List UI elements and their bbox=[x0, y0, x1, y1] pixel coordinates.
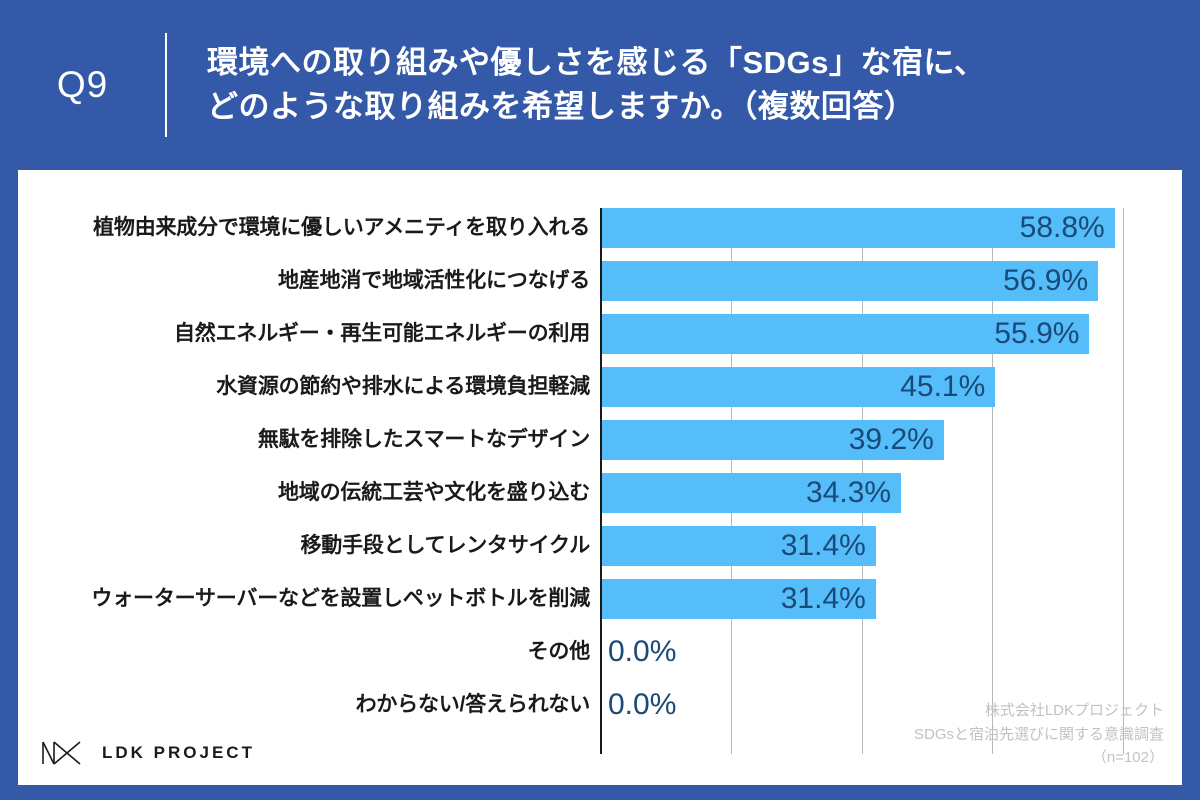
plot-area: 58.8% 56.9% 55.9% 45.1% 39.2% 34.3% 31.4% 31.4%… bbox=[600, 208, 1145, 754]
category-label: 水資源の節約や排水による環境負担軽減 bbox=[216, 375, 590, 398]
bar[interactable] bbox=[602, 261, 1099, 301]
bar-value-label: 55.9% bbox=[994, 317, 1080, 350]
logo-wordmark: LDK PROJECT bbox=[102, 743, 255, 762]
question-title: 環境への取り組みや優しさを感じる「SDGs」な宿に、 どのような取り組みを希望し… bbox=[207, 44, 986, 124]
header-divider bbox=[165, 33, 167, 137]
bar-row[interactable]: 34.3% bbox=[600, 473, 1145, 513]
category-label: 無駄を排除したスマートなデザイン bbox=[257, 428, 590, 451]
gridline bbox=[1123, 208, 1125, 754]
bar[interactable] bbox=[602, 367, 996, 407]
chart-card: 植物由来成分で環境に優しいアメニティを取り入れる地産地消で地域活性化につなげる自… bbox=[18, 170, 1182, 785]
ldk-project-logo-icon bbox=[42, 741, 81, 765]
category-label: ウォーターサーバーなどを設置しペットボトルを削減 bbox=[91, 587, 590, 610]
bar[interactable] bbox=[602, 208, 1115, 248]
bar-row[interactable]: 39.2% bbox=[600, 420, 1145, 460]
bar[interactable] bbox=[602, 473, 902, 513]
question-number: Q9 bbox=[56, 64, 109, 105]
category-label: 移動手段としてレンタサイクル bbox=[300, 534, 590, 557]
credit-survey: SDGsと宿泊先選びに関する意識調査 bbox=[913, 725, 1164, 743]
category-label: わからない/答えられない bbox=[355, 693, 591, 716]
bar-value-label: 31.4% bbox=[780, 582, 866, 615]
credit-company: 株式会社LDKプロジェクト bbox=[984, 702, 1164, 720]
source-credit: 株式会社LDKプロジェクト SDGsと宿泊先選びに関する意識調査 （n=102） bbox=[914, 699, 1164, 769]
category-label-column: 植物由来成分で環境に優しいアメニティを取り入れる地産地消で地域活性化につなげる自… bbox=[48, 208, 590, 754]
credit-sample-size: （n=102） bbox=[1091, 748, 1164, 766]
question-header: Q9 環境への取り組みや優しさを感じる「SDGs」な宿に、 どのような取り組みを… bbox=[0, 0, 1200, 170]
bar-row[interactable]: 56.9% bbox=[600, 261, 1145, 301]
bar[interactable] bbox=[602, 579, 876, 619]
category-label: 自然エネルギー・再生可能エネルギーの利用 bbox=[174, 322, 590, 345]
bar-row[interactable]: 45.1% bbox=[600, 367, 1145, 407]
bar-value-label: 58.8% bbox=[1019, 211, 1105, 244]
bar-row[interactable]: 0.0% bbox=[600, 685, 1145, 725]
category-label: 地域の伝統工芸や文化を盛り込む bbox=[278, 481, 590, 504]
category-label: 植物由来成分で環境に優しいアメニティを取り入れる bbox=[93, 216, 590, 239]
category-label: 地産地消で地域活性化につなげる bbox=[278, 269, 590, 292]
category-label: その他 bbox=[527, 640, 591, 663]
brand-logo: LDK PROJECT bbox=[40, 739, 255, 767]
y-axis-line bbox=[600, 208, 602, 754]
bar-value-label: 31.4% bbox=[780, 529, 866, 562]
bar[interactable] bbox=[602, 420, 944, 460]
bar-value-label: 39.2% bbox=[848, 423, 934, 456]
bar-row[interactable]: 31.4% bbox=[600, 579, 1145, 619]
bar-value-label: 56.9% bbox=[1003, 264, 1089, 297]
bar-row[interactable]: 55.9% bbox=[600, 314, 1145, 354]
bar-value-label: 34.3% bbox=[806, 476, 892, 509]
gridline bbox=[992, 208, 994, 754]
bar-value-label: 45.1% bbox=[900, 370, 986, 403]
bar-row[interactable]: 58.8% bbox=[600, 208, 1145, 248]
bar-value-label: 0.0% bbox=[608, 635, 677, 668]
bar[interactable] bbox=[602, 526, 876, 566]
horizontal-bar-chart: 植物由来成分で環境に優しいアメニティを取り入れる地産地消で地域活性化につなげる自… bbox=[18, 170, 1182, 785]
bar[interactable] bbox=[602, 314, 1090, 354]
bar-row[interactable]: 31.4% bbox=[600, 526, 1145, 566]
bar-row[interactable]: 0.0% bbox=[600, 632, 1145, 672]
bar-value-label: 0.0% bbox=[608, 688, 677, 721]
